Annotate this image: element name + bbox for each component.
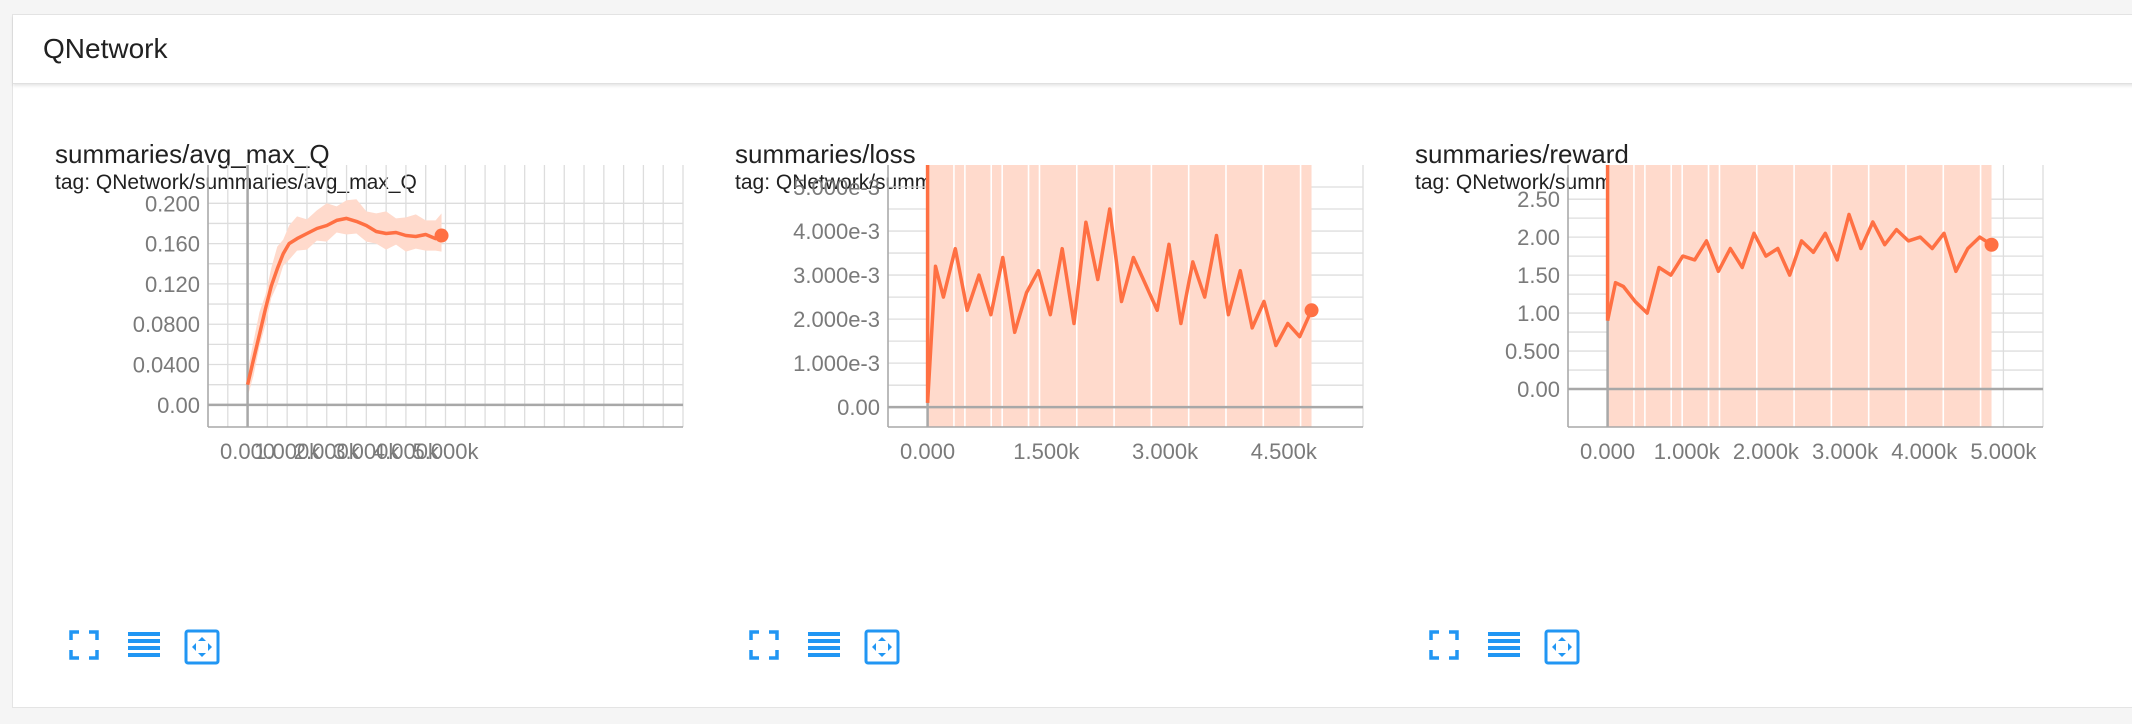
- tick-label: 1.500k: [1013, 439, 1080, 464]
- tick-label: 1.50: [1517, 263, 1560, 288]
- tick-label: 0.500: [1505, 339, 1560, 364]
- series-endpoint: [434, 228, 449, 243]
- chart-plot[interactable]: 0.00 0.0400 0.0800 0.120 0.160 0.200 0.0001.00…: [13, 119, 693, 559]
- series-line: [1605, 212, 1993, 322]
- series-line: [245, 216, 443, 386]
- chart-card-reward: summaries/reward tag: QNetwork/summaries…: [1373, 119, 2053, 699]
- fullscreen-button[interactable]: [748, 629, 784, 665]
- tick-label: 4.500k: [1251, 439, 1318, 464]
- tick-label: 0.0800: [133, 312, 200, 337]
- section-header[interactable]: QNetwork: [13, 15, 2132, 84]
- tick-label: 2.00: [1517, 225, 1560, 250]
- fullscreen-icon: [748, 629, 784, 665]
- tick-label: 4.000k: [373, 439, 440, 464]
- chart-controls: [748, 629, 922, 665]
- tick-label: 0.000: [900, 439, 955, 464]
- fit-domain-button[interactable]: [864, 629, 900, 665]
- fullscreen-button[interactable]: [68, 629, 104, 665]
- tick-label: 0.000: [1580, 439, 1635, 464]
- tick-label: 2.000k: [1733, 439, 1800, 464]
- tick-label: 5.000e-3: [793, 175, 880, 200]
- tick-label: 4.000e-3: [793, 219, 880, 244]
- tick-label: 3.000k: [1812, 439, 1879, 464]
- series-endpoint: [1984, 237, 1999, 252]
- tick-label: 0.00: [1517, 377, 1560, 402]
- series-line: [925, 207, 1314, 403]
- chart-plot[interactable]: 0.00 0.500 1.00 1.50 2.00 2.50 0.000 1.000k 2.00…: [1373, 119, 2053, 559]
- chart-title: summaries/reward: [1415, 139, 1629, 169]
- section-title: QNetwork: [43, 33, 168, 64]
- tick-label: 3.000k: [333, 439, 400, 464]
- chart-title: summaries/loss: [735, 139, 916, 169]
- log-scale-button[interactable]: [806, 629, 842, 665]
- fit-domain-button[interactable]: [184, 629, 220, 665]
- fit-domain-icon: [1544, 629, 1580, 665]
- tick-label: 0.200: [145, 191, 200, 216]
- tick-label: 0.0400: [133, 353, 200, 378]
- tick-label: 2.000k: [294, 439, 361, 464]
- tick-label: 3.000k: [1132, 439, 1199, 464]
- list-icon: [126, 629, 162, 665]
- log-scale-button[interactable]: [1486, 629, 1522, 665]
- tick-label: 1.000e-3: [793, 351, 880, 376]
- tick-label: 3.000e-3: [793, 263, 880, 288]
- log-scale-button[interactable]: [126, 629, 162, 665]
- tick-label: 0.00: [157, 393, 200, 418]
- chart-controls: [68, 629, 242, 665]
- variance-band: [247, 199, 442, 397]
- series-endpoint: [1304, 303, 1319, 318]
- tick-label: 2.50: [1517, 187, 1560, 212]
- chart-card-avg-max-q: summaries/avg_max_Q tag: QNetwork/summar…: [13, 119, 693, 699]
- tick-label: 5.000k: [1970, 439, 2037, 464]
- tick-label: 2.000e-3: [793, 307, 880, 332]
- fit-domain-button[interactable]: [1544, 629, 1580, 665]
- variance-band: [1607, 165, 1992, 427]
- list-icon: [806, 629, 842, 665]
- tick-label: 0.00: [837, 395, 880, 420]
- list-icon: [1486, 629, 1522, 665]
- tick-label: 1.000k: [254, 439, 321, 464]
- chart-plot[interactable]: 0.00 1.000e-3 2.000e-3 3.000e-3 4.000e-3 5.00…: [693, 119, 1373, 559]
- fullscreen-icon: [1428, 629, 1464, 665]
- tick-label: 0.160: [145, 232, 200, 257]
- tick-label: 4.000k: [1891, 439, 1958, 464]
- fit-domain-icon: [184, 629, 220, 665]
- fullscreen-icon: [68, 629, 104, 665]
- fullscreen-button[interactable]: [1428, 629, 1464, 665]
- tick-label: 0.120: [145, 272, 200, 297]
- fit-domain-icon: [864, 629, 900, 665]
- chart-card-loss: summaries/loss tag: QNetwork/summaries/l…: [693, 119, 1373, 699]
- qnetwork-section: QNetwork summaries/avg_max_Q tag: QNetwo…: [12, 14, 2132, 708]
- tick-label: 0.000: [220, 439, 275, 464]
- chart-title: summaries/avg_max_Q: [55, 139, 330, 169]
- tick-label: 5.000k: [412, 439, 479, 464]
- tick-label: 1.000k: [1654, 439, 1721, 464]
- chart-controls: [1428, 629, 1602, 665]
- tick-label: 1.00: [1517, 301, 1560, 326]
